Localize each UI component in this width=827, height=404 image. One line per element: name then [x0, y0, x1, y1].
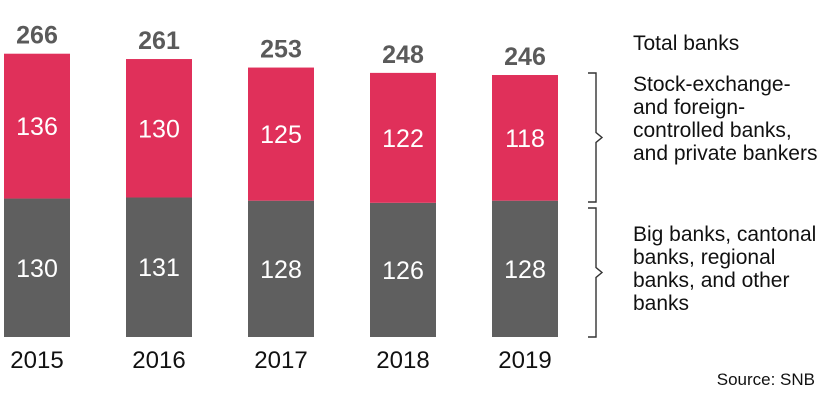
- bar-bottom-segment: [248, 200, 314, 337]
- bar-top-segment: [248, 67, 314, 201]
- bar-bottom-value-label: 128: [504, 256, 546, 284]
- x-axis-tick-label: 2019: [498, 347, 551, 374]
- legend-total-banks: Total banks: [633, 32, 740, 55]
- bar-bottom-segment: [4, 198, 70, 337]
- bar-top-value-label: 136: [16, 113, 58, 141]
- legend-big-banks: Big banks, cantonal banks, regional bank…: [633, 223, 817, 315]
- bar-top-segment: [126, 59, 192, 198]
- bar-bottom-segment: [126, 197, 192, 337]
- bar-bottom-segment: [370, 202, 436, 337]
- bar-total-label: 261: [138, 27, 180, 55]
- bar-bottom-value-label: 128: [260, 256, 302, 284]
- bar-bottom-value-label: 126: [382, 257, 424, 285]
- bar-total-label: 248: [382, 41, 424, 69]
- bar-total-label: 253: [260, 36, 302, 64]
- x-axis-tick-label: 2018: [376, 347, 429, 374]
- legend-bracket: [588, 72, 604, 203]
- x-axis-tick-label: 2017: [254, 347, 307, 374]
- bar-bottom-segment: [492, 200, 558, 337]
- bar-total-label: 266: [16, 22, 58, 50]
- bar-top-value-label: 130: [138, 115, 180, 143]
- legend-brackets: [588, 72, 604, 338]
- source-note: Source: SNB: [716, 370, 815, 389]
- x-axis-tick-label: 2016: [132, 347, 185, 374]
- bar-top-segment: [4, 53, 70, 199]
- bar-top-value-label: 118: [505, 125, 545, 153]
- bar-total-label: 246: [504, 43, 546, 71]
- legend-bracket: [588, 207, 604, 338]
- bars-group: 130 136 266 2015 131 130 261 2016 128 125 253 2017 1…: [4, 22, 558, 374]
- x-axis-tick-label: 2015: [10, 347, 63, 374]
- bar-top-value-label: 125: [260, 121, 302, 149]
- bar-top-value-label: 122: [382, 125, 424, 153]
- bar-bottom-value-label: 130: [16, 255, 58, 283]
- bar-top-segment: [370, 72, 436, 203]
- bar-bottom-value-label: 131: [138, 254, 180, 282]
- legend-stock-exchange-banks: Stock-exchange- and foreign-controlled b…: [633, 73, 818, 165]
- bar-top-segment: [492, 75, 558, 201]
